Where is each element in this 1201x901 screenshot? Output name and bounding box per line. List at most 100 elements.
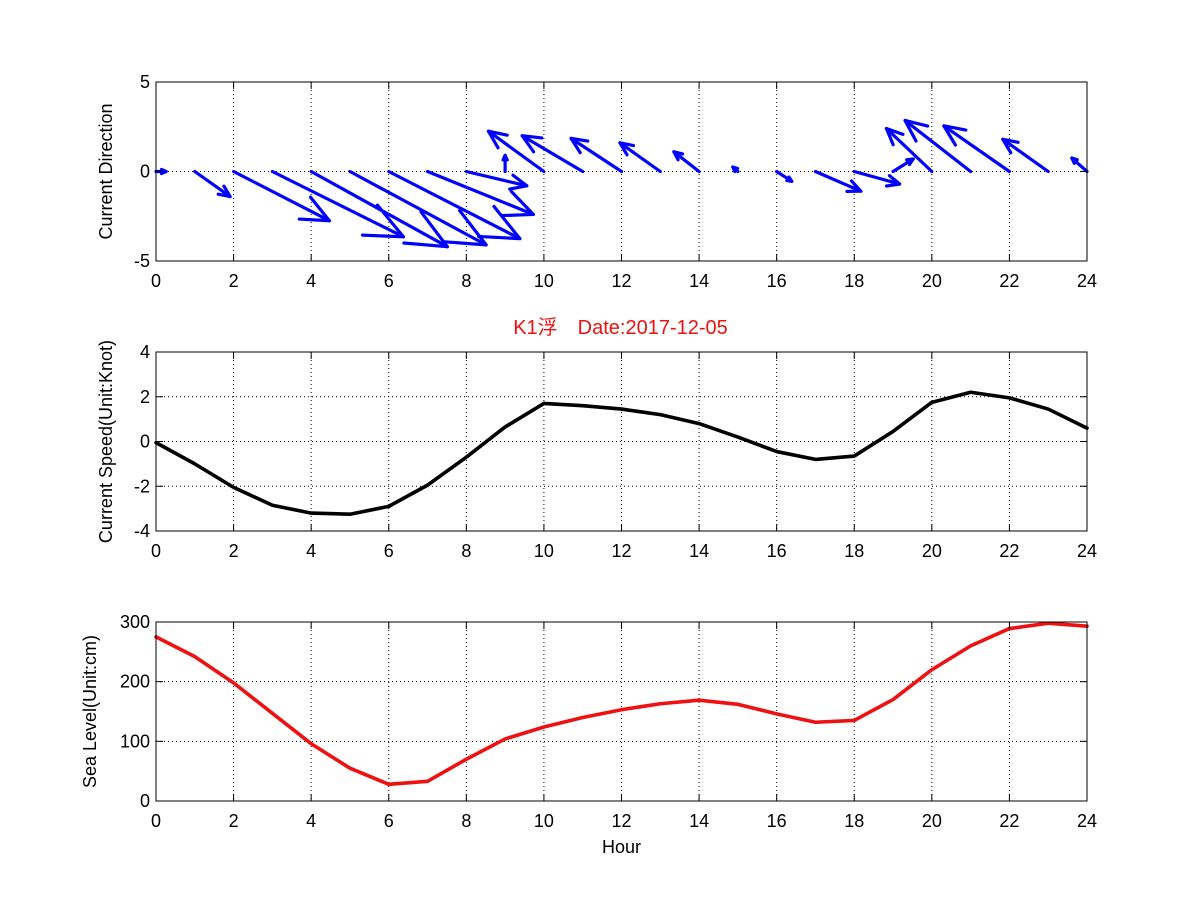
direction-arrow [520,134,585,174]
x-tick-label: 24 [1077,541,1097,561]
x-tick-label: 18 [844,811,864,831]
x-tick-label: 0 [151,271,161,291]
arrow-head [569,136,590,155]
arrow-head [360,203,406,239]
arrow-shaft [813,169,863,193]
x-tick-label: 4 [306,541,316,561]
arrow-head [731,165,740,174]
arrow-shaft [231,169,331,223]
direction-arrow [884,126,934,174]
x-axis-label: Hour [602,837,641,857]
x-tick-label: 22 [999,271,1019,291]
y-tick-label: 5 [140,72,150,92]
arrow-shaft [569,136,624,174]
x-tick-label: 6 [384,811,394,831]
x-tick-label: 12 [611,541,631,561]
direction-arrow [464,169,529,191]
arrow-shaft [520,134,585,174]
arrow-shaft [425,169,536,217]
direction-arrow [672,150,701,174]
arrow-head [216,184,232,199]
arrow-head [520,134,544,154]
x-tick-label: 18 [844,271,864,291]
arrow-head [402,210,449,249]
direction-arrow [891,157,915,174]
x-tick-label: 16 [767,271,787,291]
arrow-head [486,129,509,150]
x-tick-label: 14 [689,811,709,831]
y-tick-label: -2 [134,476,150,496]
arrow-head [159,167,168,176]
arrow-head [618,141,636,157]
arrow-head [501,153,509,162]
x-tick-label: 10 [534,811,554,831]
direction-arrow [425,169,536,218]
arrow-head [942,124,968,147]
arrow-head [885,174,902,188]
direction-arrow [775,169,794,183]
x-tick-label: 20 [922,271,942,291]
x-tick-label: 4 [306,811,316,831]
direction-arrow [903,118,973,174]
arrow-head [905,157,915,167]
arrow-head [785,175,794,183]
direction-arrow [1070,156,1089,174]
direction-arrow [309,169,449,249]
arrow-shaft [672,150,701,174]
arrow-shaft [486,129,546,174]
arrow-shaft [891,157,915,174]
x-tick-label: 22 [999,811,1019,831]
arrow-shaft [387,169,522,241]
direction-arrow [231,169,331,223]
x-tick-label: 2 [229,811,239,831]
y-tick-label: 300 [120,612,150,632]
arrow-head [1001,137,1020,155]
direction-arrow [813,169,863,193]
y-tick-label: 200 [120,672,150,692]
x-tick-label: 8 [461,811,471,831]
arrow-shaft [1001,137,1050,174]
arrow-shaft [309,169,449,249]
direction-arrow [270,169,406,239]
x-tick-label: 6 [384,271,394,291]
x-tick-label: 0 [151,811,161,831]
x-tick-label: 16 [767,811,787,831]
x-tick-label: 22 [999,541,1019,561]
current-speed-line [154,390,1089,517]
arrow-head [297,195,331,223]
arrow-shaft [193,169,232,199]
x-tick-label: 14 [689,271,709,291]
arrow-head [845,179,863,193]
arrow-shaft [464,169,529,188]
arrow-shaft [618,141,662,174]
direction-arrow [501,153,509,174]
y-axis-label: Current Direction [96,103,116,239]
arrow-shaft [884,126,934,174]
y-tick-label: -5 [134,251,150,271]
direction-arrow [618,141,662,174]
x-tick-label: 10 [534,541,554,561]
arrow-shaft [903,118,973,174]
direction-arrow [1001,137,1050,174]
y-tick-label: 0 [140,432,150,452]
plot-area [156,352,1087,531]
x-tick-label: 20 [922,811,942,831]
x-tick-label: 14 [689,541,709,561]
arrow-head [884,126,905,147]
arrow-head [508,173,529,191]
arrow-shaft [270,169,406,239]
arrow-head [672,150,685,162]
x-tick-label: 2 [229,541,239,561]
y-tick-label: 2 [140,387,150,407]
y-tick-label: 4 [140,342,150,362]
x-tick-label: 10 [534,271,554,291]
y-tick-label: 100 [120,731,150,751]
sea-level-line [154,621,1089,787]
arrow-head [903,118,930,143]
direction-arrow [731,165,740,174]
direction-arrow [193,169,232,199]
x-tick-label: 8 [461,541,471,561]
arrow-head [477,204,522,241]
